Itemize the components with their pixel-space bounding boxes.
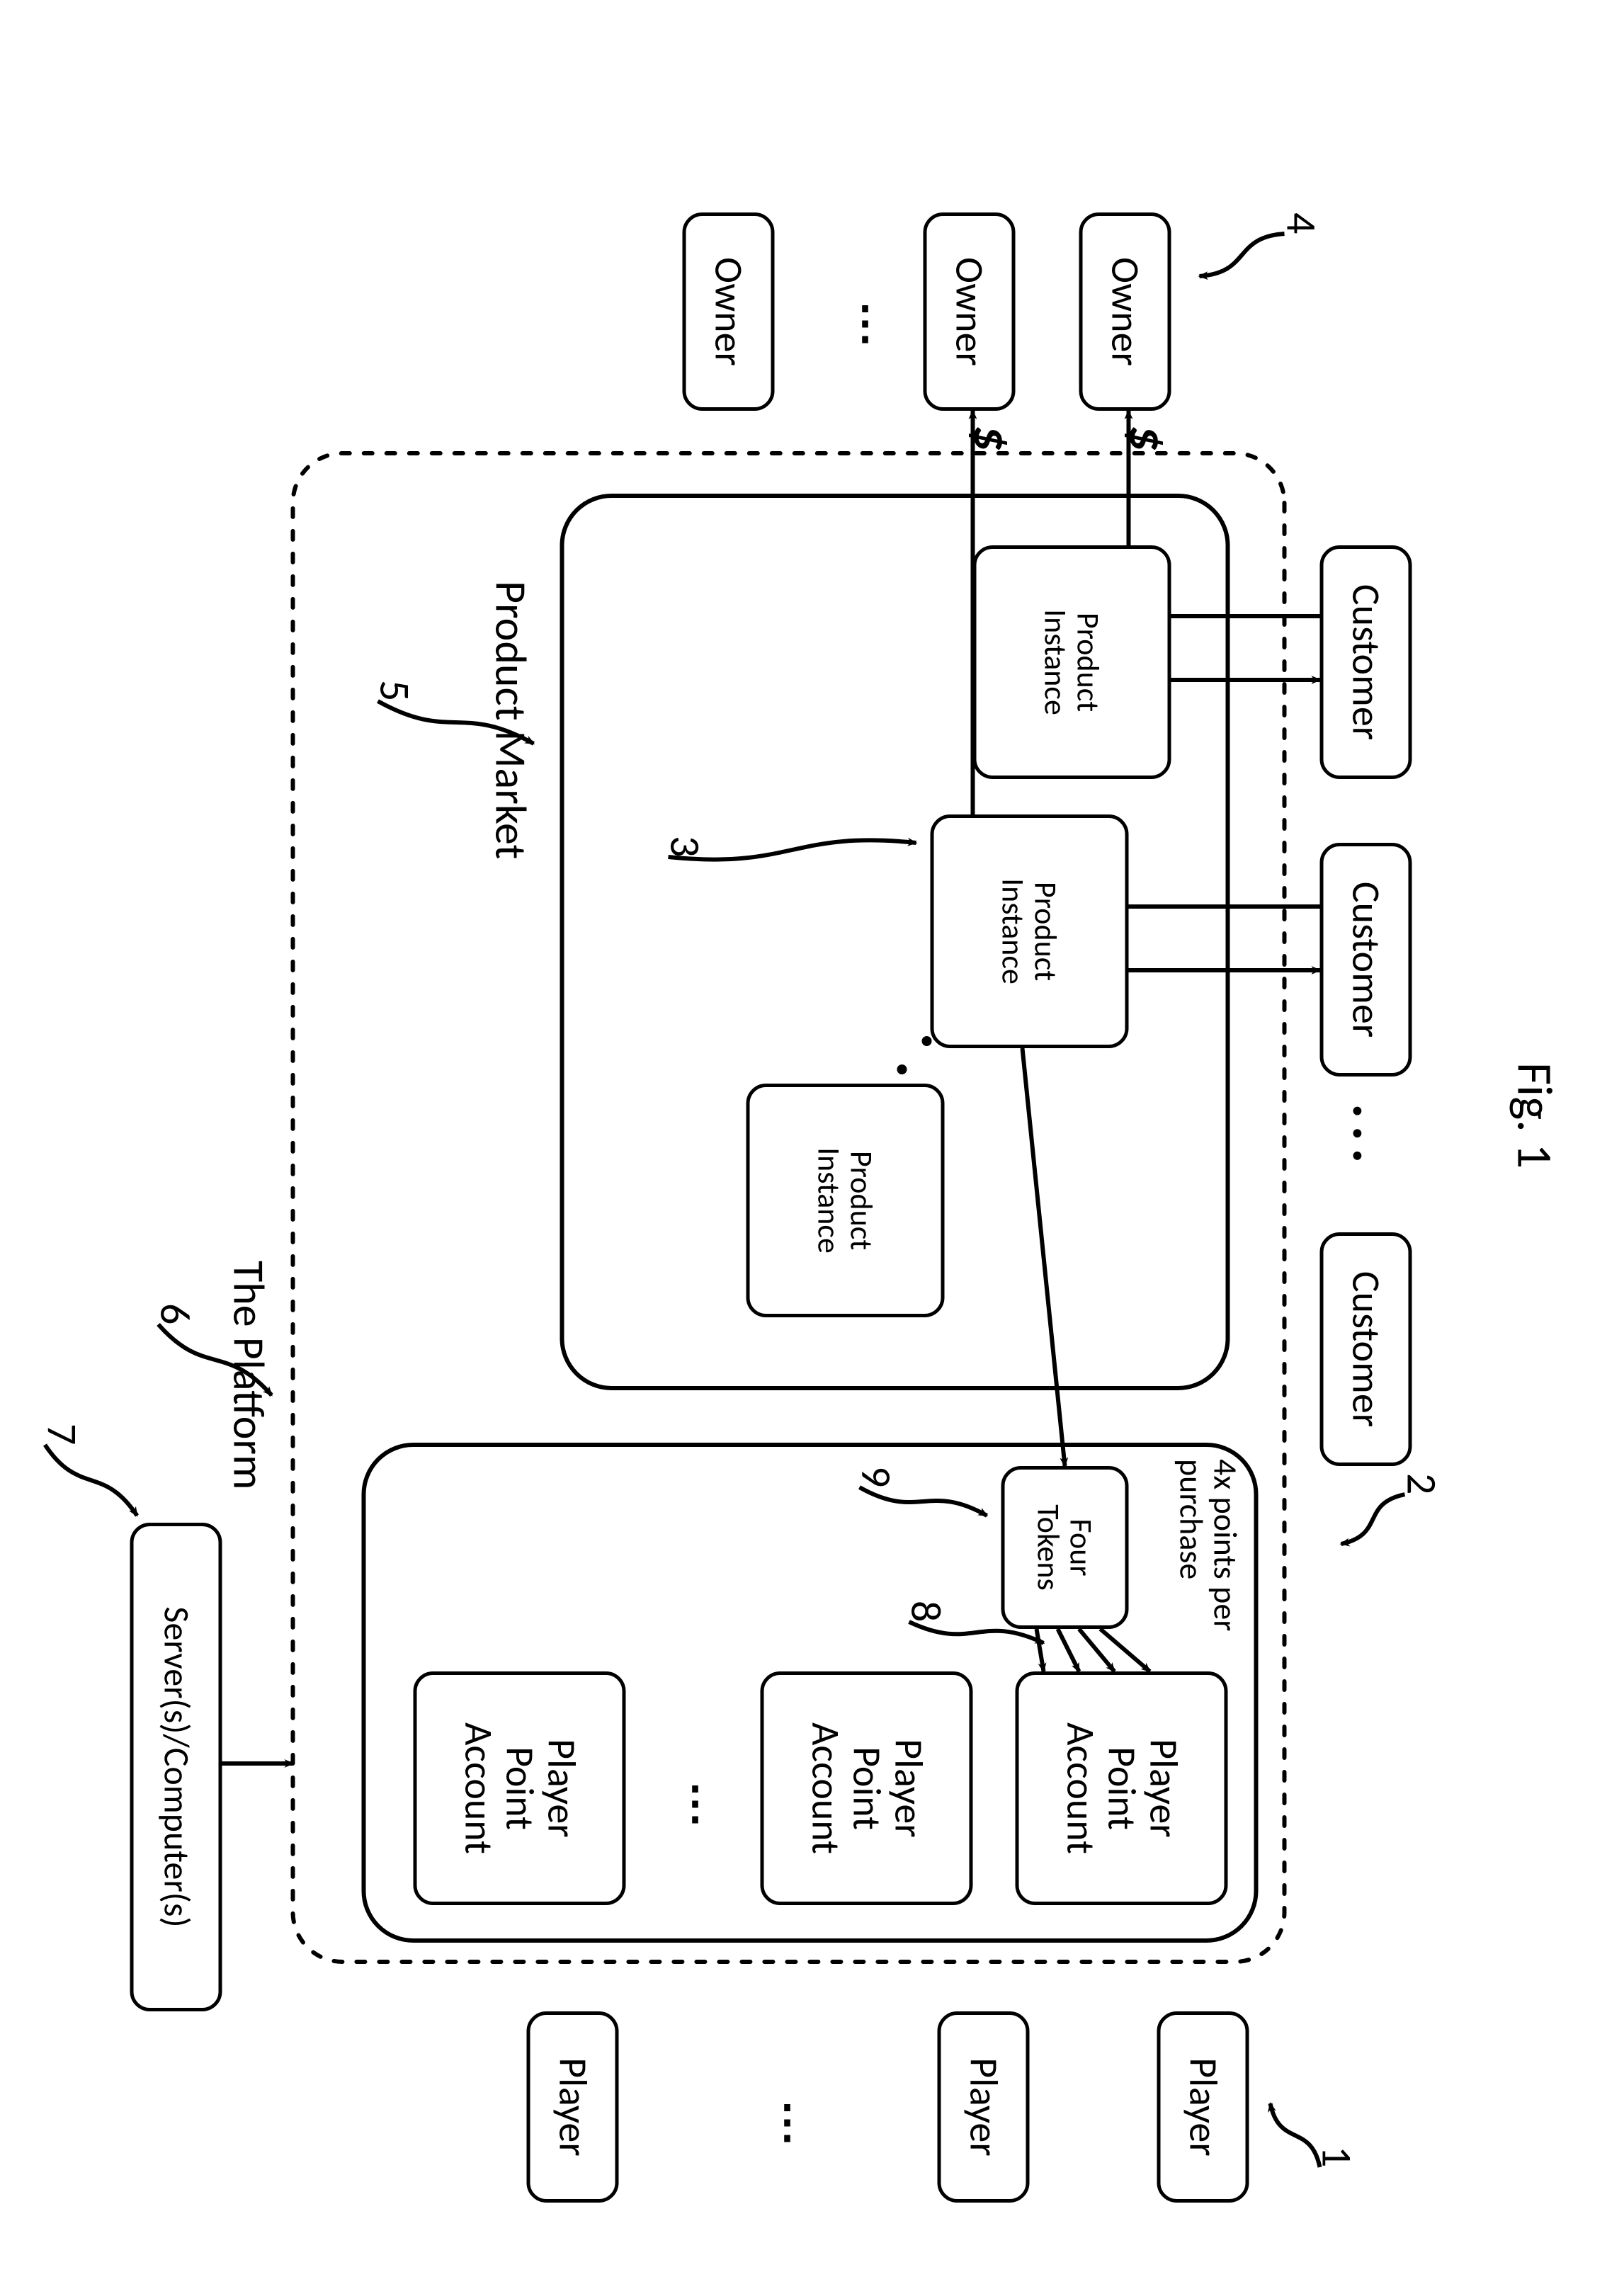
- owner-box: Owner: [682, 212, 774, 411]
- product-instance-box: ProductInstance: [972, 545, 1171, 779]
- points-note: 4x points perpurchase: [1173, 1459, 1242, 1686]
- ref-number-3: 3: [659, 836, 710, 857]
- customer-box: Customer: [1319, 1232, 1412, 1466]
- canvas: Fig. 1 Owner Owner Owner Customer Customer C…: [0, 0, 1624, 2289]
- landscape-rotation-wrapper: Fig. 1 Owner Owner Owner Customer Customer C…: [0, 0, 1624, 2289]
- ellipsis: ⋮: [842, 297, 887, 353]
- owner-box: Owner: [1079, 212, 1171, 411]
- ellipsis: · · ·: [1331, 1105, 1387, 1161]
- ref-number-5: 5: [368, 680, 420, 701]
- product-instance-box: ProductInstance: [746, 1084, 944, 1317]
- ellipsis: ⋮: [672, 1778, 717, 1833]
- player-point-account-box: PlayerPointAccount: [760, 1671, 972, 1905]
- ref-number-9: 9: [850, 1466, 902, 1487]
- platform-label: The Platform: [225, 1261, 271, 1490]
- ref-number-1: 1: [1310, 2146, 1362, 2167]
- four-tokens-box: FourTokens: [1001, 1466, 1128, 1629]
- customer-box: Customer: [1319, 843, 1412, 1077]
- owner-box: Owner: [923, 212, 1015, 411]
- player-box: Player: [526, 2011, 618, 2203]
- player-box: Player: [1157, 2011, 1249, 2203]
- product-market-label: Product Market: [487, 581, 533, 859]
- dollar-sign: $: [1115, 425, 1178, 451]
- server-box: Server(s)/Computer(s): [130, 1523, 222, 2011]
- customer-box: Customer: [1319, 545, 1412, 779]
- player-point-account-box: PlayerPointAccount: [1015, 1671, 1227, 1905]
- ref-number-7: 7: [35, 1424, 87, 1445]
- player-box: Player: [937, 2011, 1029, 2203]
- ellipsis: ⋮: [764, 2096, 810, 2152]
- product-instance-box: ProductInstance: [930, 814, 1128, 1048]
- figure-title: Fig. 1: [1509, 1062, 1561, 1169]
- ref-number-6: 6: [149, 1303, 200, 1324]
- ref-number-2: 2: [1395, 1473, 1447, 1494]
- dollar-sign: $: [960, 425, 1022, 451]
- ref-number-4: 4: [1275, 212, 1327, 234]
- ref-number-8: 8: [899, 1601, 951, 1622]
- player-point-account-box: PlayerPointAccount: [413, 1671, 625, 1905]
